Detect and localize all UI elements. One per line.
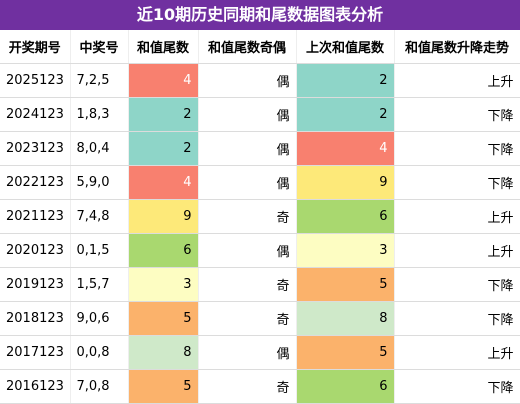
table-cell: 5 [128, 369, 199, 404]
table-cell: 奇 [198, 267, 297, 302]
table-row: 2017123 0,0,8 8 偶 5 上升 [0, 335, 520, 370]
table-cell: 6 [296, 369, 395, 404]
table-cell: 偶 [198, 335, 297, 370]
table-cell: 1,5,7 [70, 267, 129, 302]
table-cell: 奇 [198, 301, 297, 336]
table-cell: 3 [296, 233, 395, 268]
table-cell: 2019123 [0, 267, 71, 302]
table-cell: 8,0,4 [70, 131, 129, 166]
table-row: 2022123 5,9,0 4 偶 9 下降 [0, 165, 520, 200]
table-cell: 下降 [394, 131, 520, 166]
column-header: 和值尾数奇偶 [198, 30, 297, 64]
table-cell: 上升 [394, 199, 520, 234]
table-cell: 偶 [198, 97, 297, 132]
table-cell: 4 [296, 131, 395, 166]
table-row: 2018123 9,0,6 5 奇 8 下降 [0, 301, 520, 336]
column-header: 和值尾数 [128, 30, 199, 64]
table-cell: 2 [128, 97, 199, 132]
table-cell: 4 [128, 165, 199, 200]
table-cell: 偶 [198, 131, 297, 166]
table-cell: 2 [296, 97, 395, 132]
table-row: 2019123 1,5,7 3 奇 5 下降 [0, 267, 520, 302]
table-cell: 5 [296, 335, 395, 370]
table-cell: 0,1,5 [70, 233, 129, 268]
table-cell: 上升 [394, 335, 520, 370]
table-cell: 2024123 [0, 97, 71, 132]
table-cell: 9 [128, 199, 199, 234]
table-cell: 奇 [198, 199, 297, 234]
table-cell: 6 [128, 233, 199, 268]
table-row: 2023123 8,0,4 2 偶 4 下降 [0, 131, 520, 166]
table-cell: 7,4,8 [70, 199, 129, 234]
table-cell: 5,9,0 [70, 165, 129, 200]
table-cell: 2 [296, 63, 395, 98]
table-cell: 奇 [198, 369, 297, 404]
table-cell: 偶 [198, 233, 297, 268]
table-row: 2021123 7,4,8 9 奇 6 上升 [0, 199, 520, 234]
table-row: 2020123 0,1,5 6 偶 3 上升 [0, 233, 520, 268]
table-cell: 7,2,5 [70, 63, 129, 98]
table-cell: 下降 [394, 369, 520, 404]
table-cell: 8 [296, 301, 395, 336]
table-row: 2024123 1,8,3 2 偶 2 下降 [0, 97, 520, 132]
column-header: 上次和值尾数 [296, 30, 395, 64]
table-cell: 下降 [394, 97, 520, 132]
table-cell: 2020123 [0, 233, 71, 268]
table-cell: 6 [296, 199, 395, 234]
title-bar: 近10期历史同期和尾数据图表分析 [0, 0, 520, 30]
table-cell: 下降 [394, 267, 520, 302]
table-cell: 2018123 [0, 301, 71, 336]
table-cell: 下降 [394, 165, 520, 200]
table-cell: 3 [128, 267, 199, 302]
column-header: 和值尾数升降走势 [394, 30, 520, 64]
table-cell: 下降 [394, 301, 520, 336]
table-row: 2025123 7,2,5 4 偶 2 上升 [0, 63, 520, 98]
table-cell: 1,8,3 [70, 97, 129, 132]
header-row: 开奖期号 中奖号 和值尾数 和值尾数奇偶 上次和值尾数 和值尾数升降走势 [0, 30, 520, 64]
table-cell: 2021123 [0, 199, 71, 234]
table-cell: 4 [128, 63, 199, 98]
table-cell: 2025123 [0, 63, 71, 98]
table-row: 2016123 7,0,8 5 奇 6 下降 [0, 369, 520, 404]
table-cell: 5 [296, 267, 395, 302]
table-cell: 上升 [394, 63, 520, 98]
table-cell: 8 [128, 335, 199, 370]
table-body: 2025123 7,2,5 4 偶 2 上升 2024123 1,8,3 2 偶 2 下降 202312… [0, 63, 520, 404]
table-cell: 0,0,8 [70, 335, 129, 370]
column-header: 开奖期号 [0, 30, 71, 64]
table-cell: 9,0,6 [70, 301, 129, 336]
table-cell: 上升 [394, 233, 520, 268]
data-table: 开奖期号 中奖号 和值尾数 和值尾数奇偶 上次和值尾数 和值尾数升降走势 2025123 7… [0, 30, 520, 404]
table-cell: 偶 [198, 165, 297, 200]
table-cell: 7,0,8 [70, 369, 129, 404]
table-cell: 2022123 [0, 165, 71, 200]
table-cell: 2016123 [0, 369, 71, 404]
table-cell: 偶 [198, 63, 297, 98]
table-cell: 2 [128, 131, 199, 166]
table-cell: 2023123 [0, 131, 71, 166]
table-cell: 2017123 [0, 335, 71, 370]
column-header: 中奖号 [70, 30, 129, 64]
table-cell: 9 [296, 165, 395, 200]
table-cell: 5 [128, 301, 199, 336]
